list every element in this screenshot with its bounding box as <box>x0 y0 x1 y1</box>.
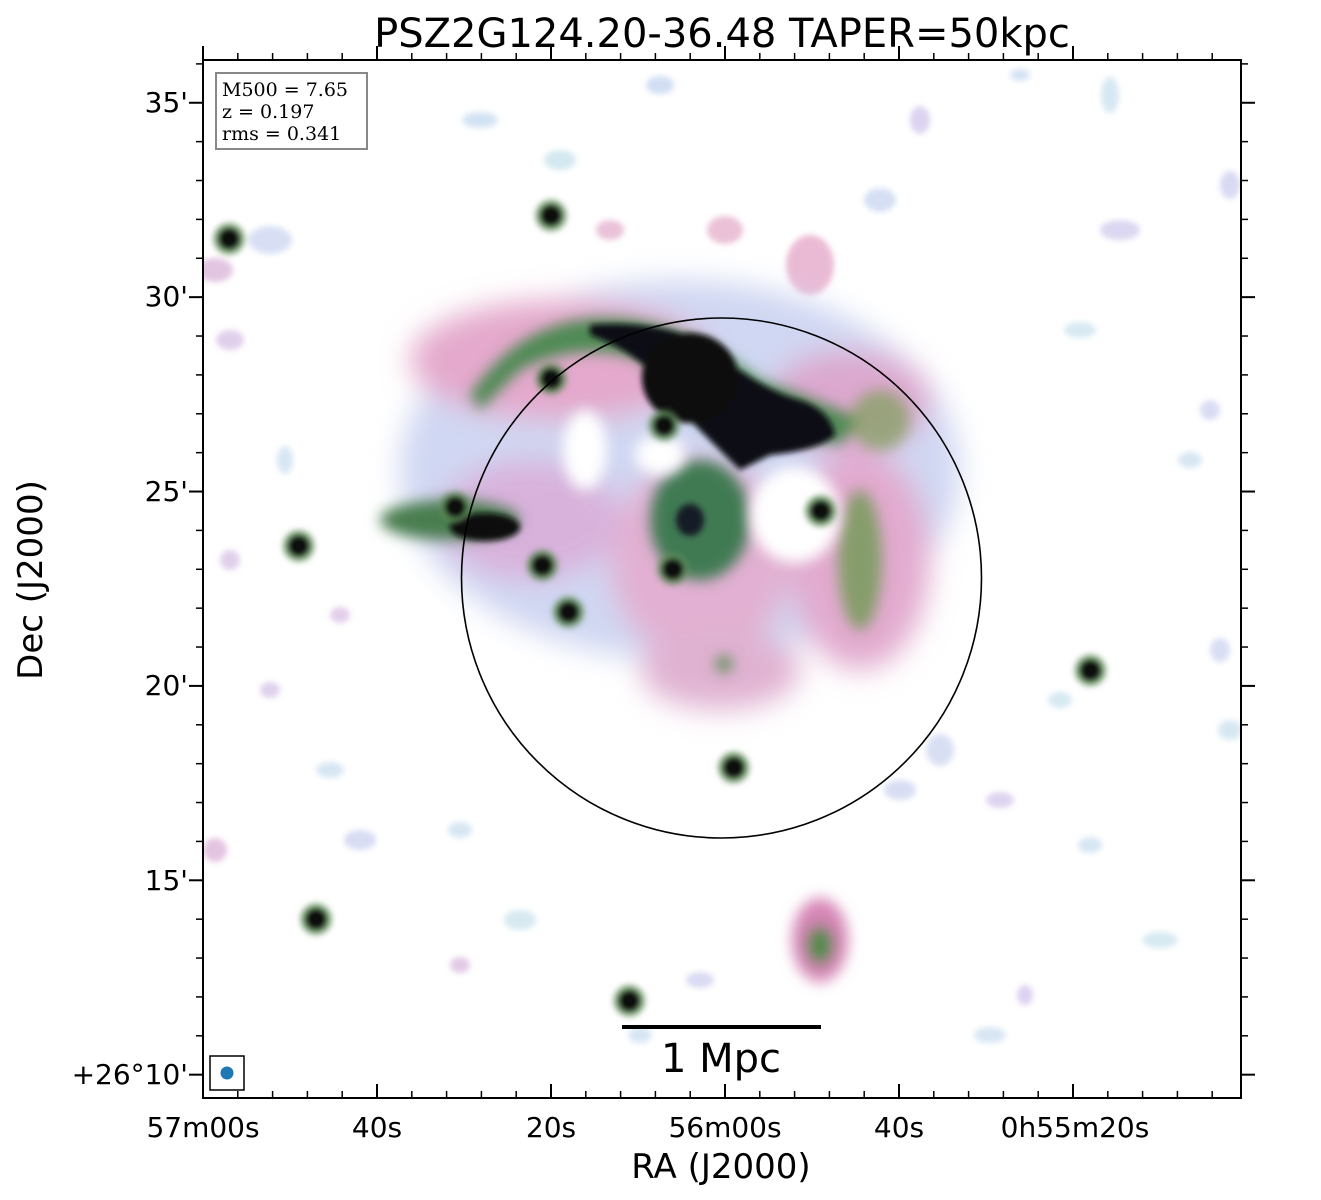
compact-source <box>531 554 554 577</box>
noise-patch <box>910 106 930 134</box>
beam-indicator <box>209 1055 245 1091</box>
halo-east <box>440 460 620 580</box>
x-tick-label: 56m00s <box>668 1111 781 1144</box>
center-knot <box>716 656 732 672</box>
noise-patch <box>450 957 470 973</box>
y-tick-label: 35' <box>145 86 188 119</box>
noise-patch <box>596 220 624 240</box>
axis-ticks <box>189 46 1255 1098</box>
noise-patch <box>1142 932 1178 948</box>
noise-patch <box>686 972 714 988</box>
noise-patch <box>1200 400 1220 420</box>
y-tick-label: +26°10' <box>72 1058 188 1091</box>
noise-patch <box>786 235 834 295</box>
x-tick-labels: 57m00s 40s 20s 56m00s 40s 0h55m20s <box>146 1111 1149 1144</box>
compact-source <box>722 756 745 779</box>
x-tick-label: 40s <box>352 1111 402 1144</box>
scale-bar: 1 Mpc <box>622 1025 821 1082</box>
southern-source-core <box>806 925 834 965</box>
compact-source <box>809 499 832 522</box>
compact-sources <box>213 199 1107 1017</box>
noise-patch <box>316 762 344 778</box>
noise-patch <box>926 734 954 766</box>
relic-cavity <box>563 410 840 563</box>
noise-patch <box>330 607 350 623</box>
x-axis-label: RA (J2000) <box>631 1147 810 1187</box>
compact-source <box>287 534 310 557</box>
noise-patch <box>344 830 376 850</box>
noise-patch <box>974 1027 1006 1043</box>
noise-patch <box>1210 638 1230 662</box>
diffuse-noise-layer <box>203 69 1241 1043</box>
noise-patch <box>986 792 1014 808</box>
plot-frame <box>202 59 1242 1099</box>
y-tick-label: 15' <box>145 864 188 897</box>
compact-source <box>218 227 241 250</box>
y-tick-label: 30' <box>145 280 188 313</box>
compact-source <box>661 558 684 581</box>
noise-patch <box>277 446 293 474</box>
bright-emission <box>450 324 835 541</box>
noise-patch <box>504 910 536 930</box>
noise-patch <box>1101 77 1119 113</box>
compact-source <box>444 496 467 519</box>
noise-patch <box>1218 720 1241 740</box>
chart-title: PSZ2G124.20-36.48 TAPER=50kpc <box>374 11 1070 57</box>
y-tick-labels: +26°10' 15' 20' 25' 30' 35' <box>72 86 188 1091</box>
noise-patch <box>628 1027 652 1043</box>
x-tick-label: 0h55m20s <box>1001 1111 1150 1144</box>
scale-bar-label: 1 Mpc <box>661 1036 781 1082</box>
noise-patch <box>216 330 244 350</box>
info-line-rms: rms = 0.341 <box>222 123 341 145</box>
x-tick-label: 20s <box>526 1111 576 1144</box>
noise-patch <box>1048 692 1072 708</box>
noise-patch <box>544 150 576 170</box>
info-line-redshift: z = 0.197 <box>222 101 314 123</box>
compact-source <box>540 367 562 390</box>
noise-patch <box>1010 69 1030 81</box>
compact-source <box>557 601 580 624</box>
plot-area: M500 = 7.65 z = 0.197 rms = 0.341 1 Mpc <box>203 60 1241 1098</box>
noise-patch <box>1017 985 1033 1005</box>
noise-patch <box>707 216 743 244</box>
noise-patch <box>1078 837 1102 853</box>
noise-patch <box>1178 452 1202 468</box>
x-tick-label: 57m00s <box>146 1111 259 1144</box>
info-line-m500: M500 = 7.65 <box>222 79 348 101</box>
noise-patch <box>646 76 674 94</box>
noise-patch <box>203 838 227 862</box>
cavity-north <box>635 435 685 475</box>
western-relic-green <box>838 490 882 630</box>
noise-patch <box>1100 220 1140 240</box>
noise-patch <box>884 780 916 800</box>
noise-patch <box>864 188 896 212</box>
western-relic-edge <box>850 390 910 450</box>
r500-circle <box>460 317 983 839</box>
y-tick-label: 20' <box>145 669 188 702</box>
x-tick-label: 40s <box>874 1111 924 1144</box>
y-tick-label: 25' <box>145 475 188 508</box>
beam-ellipse <box>220 1066 234 1080</box>
noise-patch <box>1064 322 1096 338</box>
compact-source <box>653 414 676 437</box>
noise-patch <box>248 226 292 254</box>
noise-patch <box>260 682 280 698</box>
noise-patch <box>220 550 240 570</box>
y-axis-label: Dec (J2000) <box>11 480 51 680</box>
noise-patch <box>448 822 472 838</box>
compact-source <box>1079 659 1102 682</box>
compact-source <box>618 989 641 1012</box>
compact-source <box>305 908 328 931</box>
compact-source <box>540 204 562 227</box>
noise-patch <box>203 258 233 282</box>
info-box-frame <box>215 72 368 150</box>
cavity-white <box>750 467 840 563</box>
noise-patch <box>462 112 498 128</box>
central-blob <box>676 504 704 536</box>
info-box: M500 = 7.65 z = 0.197 rms = 0.341 <box>215 72 368 150</box>
cavity-east <box>563 410 607 490</box>
noise-patch <box>1220 171 1240 199</box>
north-arc-blob <box>642 333 738 423</box>
